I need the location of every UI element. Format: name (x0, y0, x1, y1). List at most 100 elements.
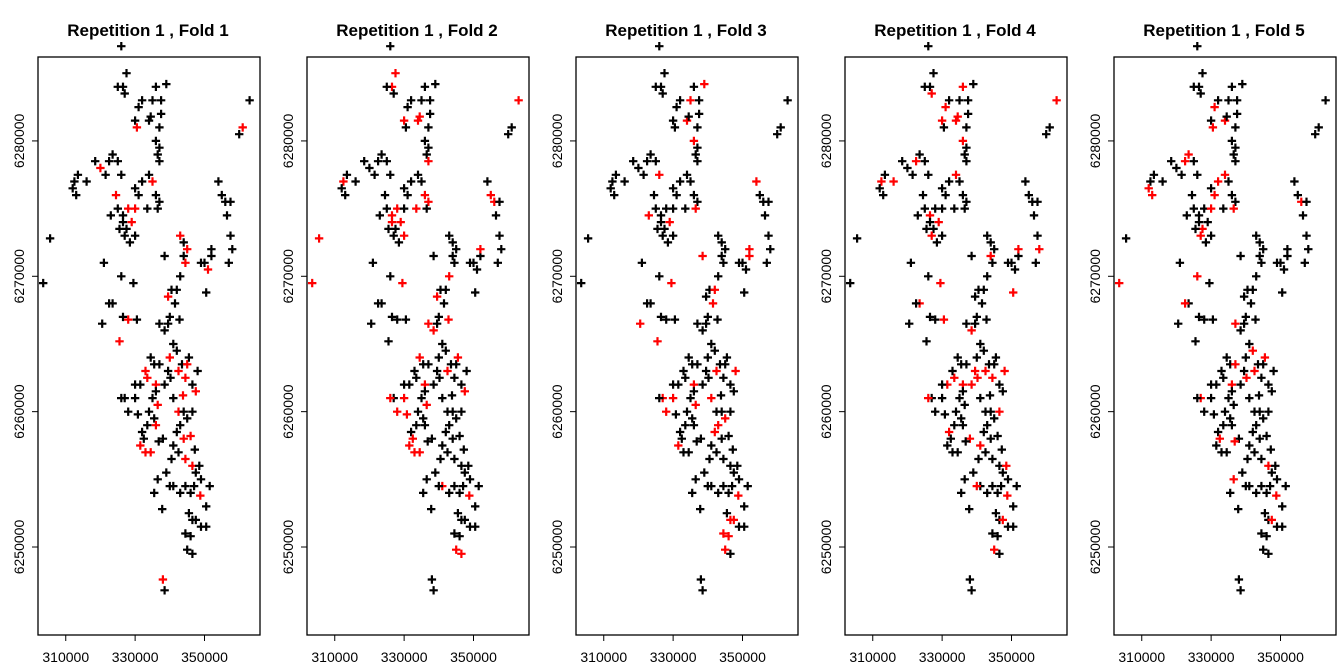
train-point (1257, 258, 1266, 267)
test-point (939, 315, 949, 324)
test-point (191, 387, 200, 396)
test-point (412, 204, 421, 213)
train-point (386, 272, 395, 281)
train-point (920, 157, 929, 166)
test-point (686, 96, 695, 105)
train-point (905, 319, 914, 328)
train-point (962, 157, 971, 166)
train-point (983, 231, 992, 240)
test-point (399, 231, 409, 240)
train-point (962, 319, 971, 328)
test-point (662, 407, 671, 416)
train-point (1189, 82, 1198, 91)
train-point (691, 475, 700, 484)
train-point (1245, 441, 1254, 450)
train-point (124, 407, 133, 416)
train-point (1241, 353, 1250, 362)
train-point (1191, 224, 1200, 234)
train-point (875, 184, 884, 193)
train-point (701, 319, 711, 328)
train-point (153, 475, 162, 484)
train-point (662, 315, 671, 324)
test-point (1231, 319, 1240, 328)
train-point (960, 204, 969, 213)
train-point (743, 481, 752, 491)
test-point (143, 373, 152, 382)
train-point (365, 163, 374, 173)
train-point (436, 454, 445, 464)
train-point (852, 234, 862, 243)
point-layer (39, 42, 254, 595)
train-point (1227, 421, 1237, 430)
train-point (196, 258, 206, 267)
test-point (96, 163, 105, 173)
train-point (455, 431, 464, 441)
train-point (1266, 445, 1275, 454)
train-point (717, 407, 726, 416)
train-point (908, 170, 917, 179)
test-point (179, 434, 188, 443)
train-point (113, 204, 122, 213)
train-point (1227, 136, 1237, 146)
test-point (967, 326, 976, 335)
y-tick-label: 6270000 (549, 249, 565, 304)
train-point (760, 211, 770, 220)
test-point (178, 391, 188, 400)
train-point (677, 434, 686, 443)
train-point (1251, 315, 1260, 324)
train-point (982, 315, 991, 324)
test-point (1144, 184, 1153, 193)
train-point (606, 184, 615, 193)
test-point (415, 112, 424, 121)
train-point (445, 231, 454, 240)
panel: Repetition 1 , Fold 5 310000 330000 350000… (1087, 21, 1337, 665)
train-point (660, 69, 669, 78)
train-point (452, 360, 461, 369)
train-point (427, 504, 436, 514)
train-point (729, 387, 738, 396)
train-point (1206, 184, 1216, 193)
train-point (377, 150, 386, 159)
test-point (734, 491, 743, 500)
train-point (689, 421, 699, 430)
train-point (988, 529, 997, 538)
train-point (1255, 434, 1264, 443)
train-point (1255, 407, 1264, 416)
test-point (181, 454, 190, 464)
x-tick-label: 330000 (650, 649, 697, 665)
train-point (465, 475, 475, 484)
test-point (444, 315, 453, 324)
train-point (154, 437, 163, 446)
test-point (136, 441, 145, 450)
test-point (1242, 373, 1251, 382)
test-point (998, 515, 1007, 525)
test-point (1206, 204, 1216, 213)
test-point (973, 373, 982, 382)
test-point (1193, 272, 1202, 281)
train-point (117, 393, 126, 403)
train-point (1177, 170, 1186, 179)
train-point (186, 488, 195, 498)
axis-layer: 310000 330000 350000 6250000 6260000 6270000 6… (818, 113, 1035, 665)
train-point (963, 109, 973, 119)
train-point (144, 170, 154, 179)
train-point (1262, 488, 1271, 498)
train-point (998, 468, 1007, 477)
train-point (710, 346, 719, 355)
test-point (691, 204, 700, 213)
train-point (998, 387, 1007, 396)
test-point (132, 123, 142, 132)
train-point (1222, 112, 1231, 121)
test-point (689, 136, 699, 146)
train-point (693, 123, 702, 132)
train-point (441, 285, 450, 294)
train-point (642, 157, 652, 166)
train-point (166, 373, 175, 382)
train-point (450, 529, 459, 538)
train-point (970, 319, 980, 328)
train-point (974, 454, 983, 464)
train-point (879, 190, 888, 200)
test-point (476, 245, 485, 254)
train-point (422, 475, 431, 484)
train-point (693, 197, 702, 206)
